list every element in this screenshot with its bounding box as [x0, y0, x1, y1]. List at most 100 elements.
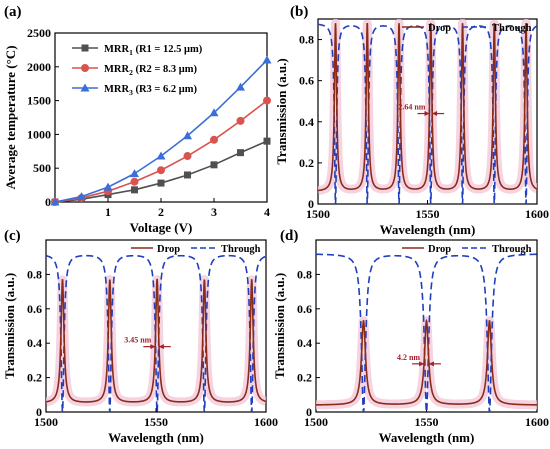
y-tick-label: 0.6 — [27, 302, 42, 316]
y-tick-label: 0.8 — [299, 33, 314, 47]
x-axis-label: Wavelength (nm) — [108, 430, 204, 445]
x-tick-label: 1600 — [525, 415, 549, 429]
x-axis-label: Wavelength (nm) — [380, 222, 476, 237]
arrow-head-left — [150, 344, 156, 350]
fwhm-annotation: 2.64 nm — [398, 103, 445, 117]
data-point — [131, 186, 138, 194]
x-axis-label: Wavelength (nm) — [379, 430, 475, 445]
x-tick-label: 1 — [105, 205, 111, 219]
data-point — [157, 179, 165, 187]
y-tick-label: 2000 — [27, 60, 51, 74]
panel-label: (b) — [290, 4, 308, 20]
data-point — [184, 171, 191, 179]
legend-label-drop: Drop — [157, 244, 180, 255]
y-axis-label: Transmission (a.u.) — [274, 58, 289, 164]
annotation-text: 4.2 nm — [397, 353, 420, 362]
panel-c: 1500 1550 1600 0 0.2 0.4 0.6 0.8 Wavelength (nm)… — [2, 239, 278, 445]
panel-label: (a) — [4, 4, 22, 20]
data-point — [50, 197, 60, 206]
y-tick-label: 0.2 — [297, 371, 312, 385]
series-drop — [318, 22, 537, 192]
legend-label-rest: (R3 = 6.2 μm) — [133, 84, 198, 95]
annotation-text: 3.45 nm — [124, 336, 151, 345]
fwhm-annotation: 4.2 nm — [397, 353, 441, 367]
y-tick-label: 0.4 — [297, 336, 312, 350]
x-tick-label: 1600 — [254, 415, 278, 429]
legend-label-base: MRR — [104, 44, 129, 55]
y-axis-label: Average temperature (°C) — [3, 45, 18, 189]
legend-label-through: Through — [221, 244, 261, 255]
panel-b: 1500 1550 1600 0 0.2 0.4 0.6 0.8 Wavelength (nm)… — [274, 18, 549, 237]
data-point — [210, 161, 218, 169]
data-point — [156, 151, 166, 160]
data-point — [236, 116, 245, 125]
legend-marker — [81, 64, 89, 72]
legend-label-rest: (R1 = 12.5 μm) — [133, 44, 203, 55]
series-through — [316, 253, 537, 412]
data-point — [263, 96, 271, 105]
y-tick-label: 500 — [33, 161, 51, 175]
plot-frame — [54, 32, 268, 203]
y-tick-label: 0.8 — [297, 267, 312, 281]
legend-label-drop: Drop — [428, 244, 451, 255]
legend-label-sub: 1 — [129, 48, 133, 57]
legend-label-through: Through — [492, 23, 532, 34]
legend-label-base: MRR — [104, 84, 129, 95]
y-tick-label: 0.6 — [299, 74, 314, 88]
panel-d: 1500 1550 1600 0 0.2 0.4 0.6 0.8 Wavelength (nm)… — [272, 239, 549, 445]
legend: Drop Through — [402, 244, 532, 255]
data-point — [103, 182, 113, 191]
series-group — [316, 253, 537, 412]
legend-label-sub: 2 — [129, 68, 133, 77]
x-axis-label: Voltage (V) — [130, 220, 193, 235]
x-tick-label: 2 — [158, 205, 164, 219]
legend-marker — [80, 83, 90, 92]
series-group — [46, 254, 266, 412]
fwhm-annotation: 3.45 nm — [124, 336, 171, 350]
data-point — [263, 137, 271, 145]
y-tick-label: 0.4 — [299, 115, 314, 129]
y-tick-label: 1000 — [27, 127, 51, 141]
legend-label-through: Through — [492, 244, 532, 255]
legend-label: MRR1 (R1 = 12.5 μm) — [104, 44, 203, 57]
legend-marker — [81, 44, 89, 52]
legend-label-sub: 3 — [129, 88, 133, 97]
data-point — [262, 55, 272, 64]
data-point — [209, 108, 219, 117]
y-tick-label: 0.8 — [27, 267, 42, 281]
x-tick-label: 3 — [211, 205, 217, 219]
data-point — [236, 82, 245, 91]
y-tick-label: 0 — [306, 405, 312, 419]
series-through — [46, 254, 266, 412]
y-tick-label: 0.4 — [27, 336, 42, 350]
x-tick-label: 4 — [264, 205, 270, 219]
data-point — [183, 131, 192, 140]
y-tick-label: 0.6 — [297, 302, 312, 316]
legend: Drop Through — [131, 244, 261, 255]
x-tick-label: 1550 — [415, 415, 439, 429]
drop-glow — [316, 316, 537, 410]
legend-label: MRR2 (R2 = 8.3 μm) — [104, 64, 197, 77]
y-tick-label: 0 — [36, 405, 42, 419]
x-tick-label: 1600 — [525, 207, 549, 221]
panel-a: 1 2 3 4 0 500 1000 1500 2000 2500 Voltage (V) Avera… — [3, 26, 272, 235]
data-point — [237, 149, 244, 157]
y-tick-label: 2500 — [27, 26, 51, 40]
data-point — [157, 166, 165, 175]
series-through — [318, 23, 537, 204]
data-point — [130, 169, 139, 178]
legend: Drop Through — [402, 23, 532, 34]
x-tick-label: 1550 — [416, 207, 440, 221]
y-tick-label: 0 — [308, 197, 314, 211]
arrow-head-right — [158, 344, 164, 350]
y-tick-label: 1500 — [27, 94, 51, 108]
legend-label: MRR3 (R3 = 6.2 μm) — [104, 84, 197, 97]
x-tick-label: 1550 — [144, 415, 168, 429]
series-line — [54, 99, 268, 203]
series-drop — [46, 278, 266, 403]
x-tick-label: 1500 — [304, 415, 328, 429]
x-tick-label: 1500 — [34, 415, 58, 429]
data-point — [130, 177, 139, 186]
panel-label: (c) — [4, 228, 21, 244]
annotation-text: 2.64 nm — [398, 103, 425, 112]
